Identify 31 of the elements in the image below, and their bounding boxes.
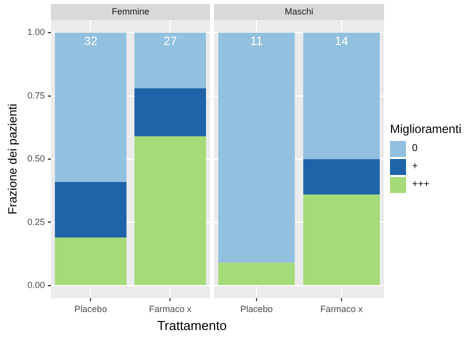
y-tick-label: 1.00 [27, 27, 45, 38]
x-axis-title: Trattamento [156, 318, 228, 333]
x-tick-label: Farmaco x [148, 304, 192, 314]
bar [54, 32, 126, 182]
legend-label: + [412, 161, 418, 172]
bar [303, 159, 380, 195]
bar [134, 32, 206, 88]
x-tick-label: Placebo [240, 304, 273, 314]
x-tick-label: Farmaco x [320, 304, 364, 314]
bar [54, 182, 126, 238]
y-tick-label: 0.25 [27, 216, 45, 227]
bar [218, 262, 295, 285]
y-tick-label: 0.75 [27, 90, 45, 100]
x-tick-label: Placebo [74, 304, 107, 314]
legend-title: Miglioramenti [390, 122, 462, 136]
annotation: 14 [334, 34, 348, 48]
bar [303, 194, 380, 285]
legend-label: 0 [412, 143, 418, 154]
bar [54, 238, 126, 285]
y-tick-label: 0.50 [27, 154, 45, 164]
annotation: 27 [164, 34, 178, 48]
legend-label: +++ [412, 179, 430, 190]
bar [134, 88, 206, 136]
annotation: 32 [84, 34, 98, 48]
y-axis-title: Frazione dei pazienti [6, 104, 20, 214]
bar [134, 136, 206, 285]
chart-title: Maschi [284, 6, 314, 16]
annotation: 11 [250, 34, 264, 48]
y-tick-label: 0.00 [27, 280, 45, 290]
chart-title: Femmine [112, 6, 150, 16]
bar [303, 32, 380, 160]
